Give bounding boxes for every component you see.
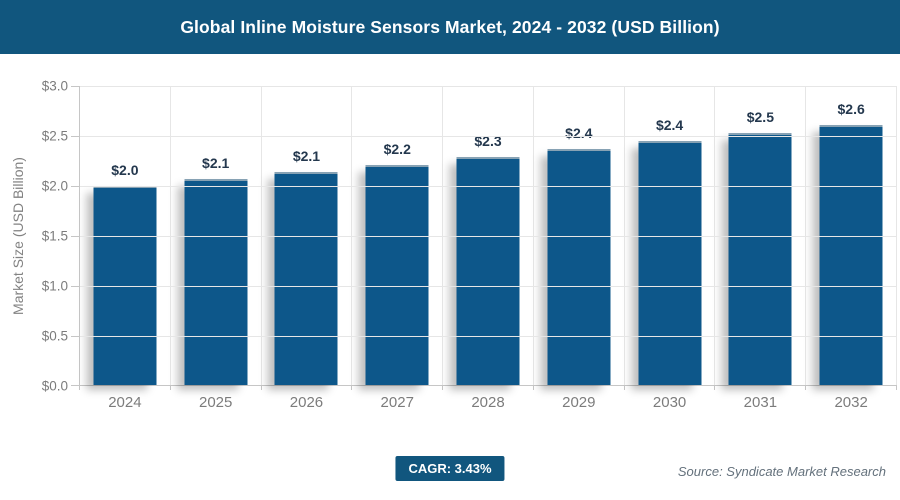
y-axis-label: $1.0 xyxy=(41,278,68,294)
bar xyxy=(728,133,792,385)
category-column: $2.1 2025 xyxy=(171,86,262,411)
bar-value-label: $2.1 xyxy=(292,148,321,164)
category-column: $2.3 2028 xyxy=(443,86,534,411)
y-axis-tick xyxy=(71,385,80,386)
y-axis-tick xyxy=(71,236,80,237)
x-axis-label: 2027 xyxy=(380,394,414,411)
x-axis-tick xyxy=(532,385,534,390)
gridline xyxy=(80,286,896,287)
x-axis-label: 2026 xyxy=(289,394,324,411)
y-axis-title: Market Size (USD Billion) xyxy=(10,157,26,315)
gridline xyxy=(80,336,896,337)
bar xyxy=(547,149,611,385)
x-axis-label: 2030 xyxy=(652,394,687,411)
gridline xyxy=(80,136,896,137)
x-axis-tick xyxy=(169,385,171,390)
bar-value-label: $2.4 xyxy=(655,117,684,133)
bar xyxy=(93,186,157,385)
gridline xyxy=(80,236,896,237)
bar-value-label: $2.2 xyxy=(383,141,411,157)
bar xyxy=(456,157,520,385)
source-note: Source: Syndicate Market Research xyxy=(677,464,886,479)
bar xyxy=(274,172,338,385)
y-axis-label: $0.0 xyxy=(41,378,68,394)
y-axis-tick xyxy=(71,286,80,287)
bar xyxy=(365,165,429,385)
category-column: $2.5 2031 xyxy=(715,86,807,411)
bar-value-label: $2.4 xyxy=(565,125,593,141)
x-axis-tick xyxy=(896,385,898,390)
y-axis-tick xyxy=(71,186,80,187)
y-axis-label: $2.0 xyxy=(41,178,68,194)
category-column: $2.4 2029 xyxy=(534,86,625,411)
bar xyxy=(819,125,883,385)
cagr-label: CAGR: 3.43% xyxy=(408,461,492,476)
bar-value-label: $2.0 xyxy=(111,162,139,178)
plot-area: $2.0 2024 $2.1 2025 $2.1 2026 $2.2 2027 $2.3 2028… xyxy=(42,79,898,411)
y-axis-label: $3.0 xyxy=(41,78,68,94)
x-axis-label: 2028 xyxy=(471,394,505,411)
x-axis-label: 2025 xyxy=(198,394,233,411)
gridline xyxy=(80,186,896,187)
x-axis-tick xyxy=(260,385,262,390)
gridline xyxy=(80,86,896,87)
x-axis-label: 2024 xyxy=(108,394,142,411)
bar-value-label: $2.3 xyxy=(474,133,502,149)
x-axis-tick xyxy=(714,385,716,390)
plot-columns: $2.0 2024 $2.1 2025 $2.1 2026 $2.2 2027 $2.3 2028… xyxy=(80,86,898,411)
y-axis-label: $1.5 xyxy=(41,228,68,244)
y-axis-label: $2.5 xyxy=(41,128,68,144)
x-axis-label: 2032 xyxy=(834,394,868,411)
y-axis-tick xyxy=(71,86,80,87)
x-axis-tick xyxy=(442,385,444,390)
y-axis-tick xyxy=(71,136,80,137)
y-axis-tick xyxy=(71,336,80,337)
bar xyxy=(638,141,702,385)
bar-value-label: $2.6 xyxy=(837,101,865,117)
category-column: $2.2 2027 xyxy=(352,86,444,411)
x-axis-tick xyxy=(623,385,625,390)
y-axis-label: $0.5 xyxy=(41,328,68,344)
category-column: $2.1 2026 xyxy=(262,86,353,411)
category-column: $2.0 2024 xyxy=(80,86,171,411)
category-column: $2.4 2030 xyxy=(625,86,716,411)
x-axis-tick xyxy=(805,385,807,390)
bar-value-label: $2.1 xyxy=(202,155,230,171)
cagr-badge: CAGR: 3.43% xyxy=(395,456,505,481)
bar xyxy=(184,179,248,385)
x-axis-label: 2029 xyxy=(562,394,596,411)
x-axis-label: 2031 xyxy=(743,394,778,411)
title-banner: Global Inline Moisture Sensors Market, 2… xyxy=(0,0,900,54)
chart-title: Global Inline Moisture Sensors Market, 2… xyxy=(180,16,720,37)
x-axis-tick xyxy=(79,385,80,390)
category-column: $2.6 2032 xyxy=(806,86,898,411)
bar-value-label: $2.5 xyxy=(746,109,774,125)
x-axis-tick xyxy=(351,385,353,390)
